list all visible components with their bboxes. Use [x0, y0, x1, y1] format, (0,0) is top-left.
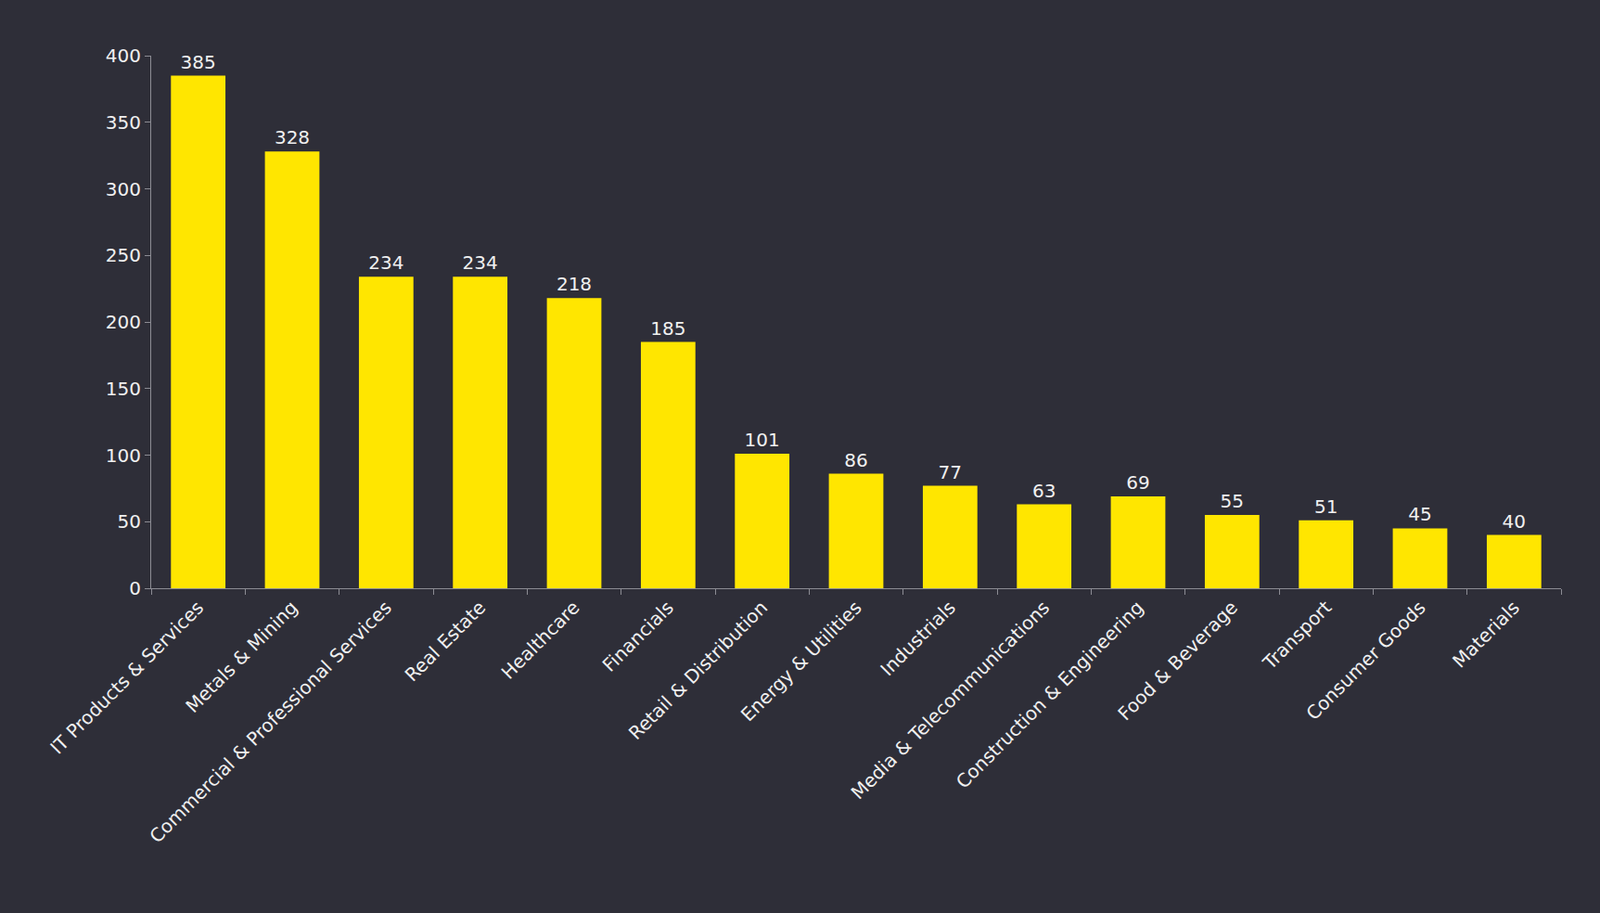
svg-text:Materials: Materials	[1447, 596, 1524, 673]
svg-text:218: 218	[556, 272, 592, 295]
svg-text:350: 350	[105, 111, 141, 134]
svg-text:69: 69	[1126, 471, 1150, 494]
svg-text:40: 40	[1502, 510, 1526, 533]
svg-text:300: 300	[105, 178, 141, 201]
svg-text:Financials: Financials	[598, 596, 679, 677]
svg-text:250: 250	[105, 243, 141, 267]
svg-text:Healthcare: Healthcare	[497, 596, 585, 684]
svg-text:63: 63	[1032, 479, 1056, 502]
svg-text:Energy & Utilities: Energy & Utilities	[736, 596, 867, 727]
svg-text:77: 77	[938, 460, 962, 484]
svg-text:45: 45	[1408, 502, 1432, 525]
svg-text:55: 55	[1220, 489, 1244, 512]
svg-text:Retail & Distribution: Retail & Distribution	[624, 596, 772, 744]
svg-text:234: 234	[462, 251, 499, 274]
svg-text:Transport: Transport	[1257, 596, 1336, 675]
svg-text:IT Products & Services: IT Products & Services	[45, 596, 208, 759]
svg-text:185: 185	[650, 317, 686, 340]
svg-text:Media & Telecommunications: Media & Telecommunications	[846, 596, 1055, 805]
svg-text:Consumer Goods: Consumer Goods	[1301, 596, 1430, 725]
svg-text:Commercial & Professional Serv: Commercial & Professional Services	[144, 596, 397, 848]
svg-text:50: 50	[117, 510, 141, 533]
svg-text:Metals & Mining: Metals & Mining	[180, 596, 302, 717]
svg-text:150: 150	[105, 377, 141, 400]
svg-text:400: 400	[105, 44, 141, 67]
svg-text:385: 385	[180, 51, 217, 74]
svg-text:86: 86	[844, 448, 868, 472]
svg-text:Food & Beverage: Food & Beverage	[1113, 596, 1242, 726]
svg-text:51: 51	[1314, 495, 1338, 518]
svg-text:0: 0	[128, 576, 141, 600]
svg-text:234: 234	[368, 251, 404, 274]
svg-text:Real Estate: Real Estate	[400, 596, 491, 687]
svg-text:Industrials: Industrials	[875, 596, 960, 681]
svg-text:101: 101	[744, 428, 781, 451]
svg-text:Construction & Engineering: Construction & Engineering	[951, 596, 1149, 794]
svg-text:328: 328	[274, 126, 310, 149]
svg-text:100: 100	[105, 444, 141, 467]
svg-text:200: 200	[105, 310, 141, 333]
